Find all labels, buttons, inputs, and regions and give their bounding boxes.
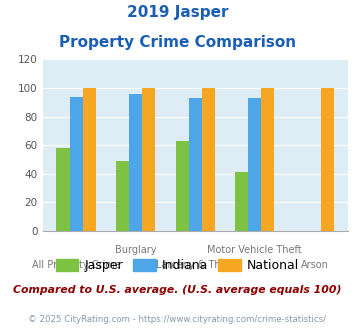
Text: © 2025 CityRating.com - https://www.cityrating.com/crime-statistics/: © 2025 CityRating.com - https://www.city… — [28, 315, 327, 324]
Bar — [176, 141, 189, 231]
Bar — [248, 98, 261, 231]
Bar — [142, 88, 155, 231]
Bar — [261, 88, 274, 231]
Bar — [235, 172, 248, 231]
Bar — [56, 148, 70, 231]
Text: Larceny & Theft: Larceny & Theft — [156, 260, 234, 270]
Bar — [70, 97, 83, 231]
Bar — [116, 161, 129, 231]
Text: Motor Vehicle Theft: Motor Vehicle Theft — [207, 245, 302, 255]
Legend: Jasper, Indiana, National: Jasper, Indiana, National — [51, 254, 304, 277]
Bar — [83, 88, 96, 231]
Bar — [129, 94, 142, 231]
Text: All Property Crime: All Property Crime — [32, 260, 120, 270]
Text: Arson: Arson — [300, 260, 328, 270]
Bar — [202, 88, 215, 231]
Bar — [321, 88, 334, 231]
Bar — [189, 98, 202, 231]
Text: 2019 Jasper: 2019 Jasper — [127, 5, 228, 20]
Text: Property Crime Comparison: Property Crime Comparison — [59, 35, 296, 50]
Text: Compared to U.S. average. (U.S. average equals 100): Compared to U.S. average. (U.S. average … — [13, 285, 342, 295]
Text: Burglary: Burglary — [115, 245, 157, 255]
